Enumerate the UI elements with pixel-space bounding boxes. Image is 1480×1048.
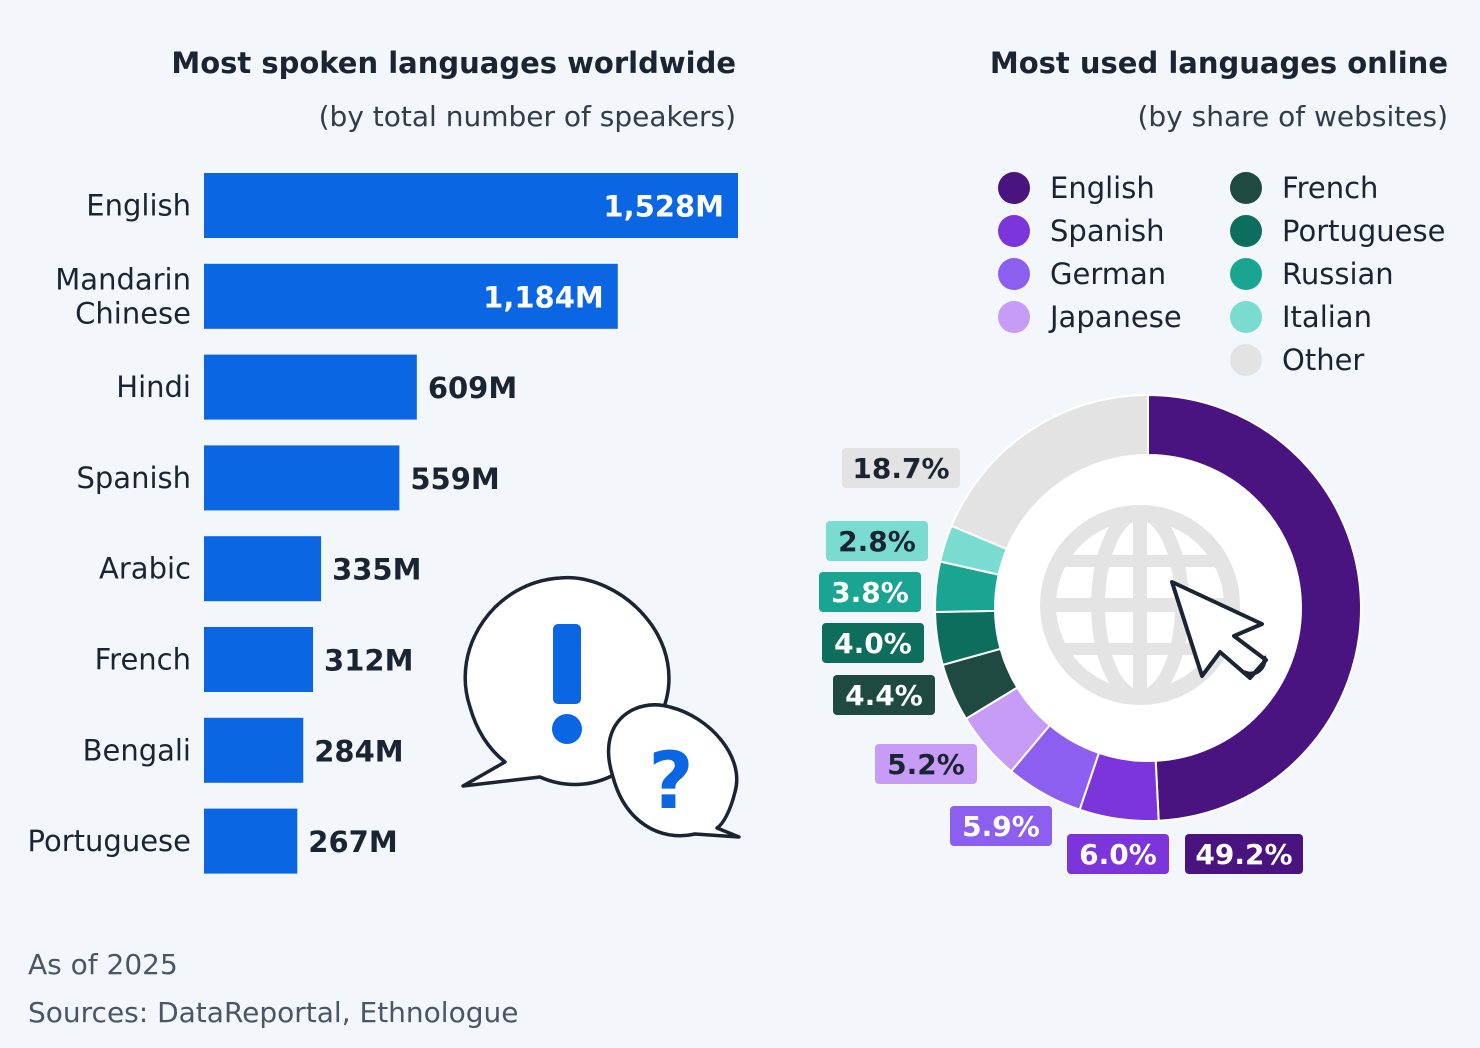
bar-arabic (204, 536, 322, 602)
bar-chart-title: Most spoken languages worldwide (171, 46, 736, 80)
value-label-japanese: 5.2% (887, 748, 965, 781)
legend-label-spanish: Spanish (1050, 213, 1165, 248)
category-label-spanish: Spanish (76, 461, 191, 495)
legend-item-japanese: Japanese (998, 299, 1230, 334)
legend-label-russian: Russian (1282, 256, 1394, 291)
legend-swatch-italian (1230, 300, 1262, 333)
value-box-spanish (1067, 834, 1169, 874)
value-box-german (950, 806, 1052, 846)
donut-chart-subtitle: (by share of websites) (1137, 100, 1448, 133)
value-label-arabic: 335M (332, 553, 421, 587)
speech-bubble-small (606, 703, 741, 839)
legend-label-japanese: Japanese (1050, 299, 1182, 334)
value-label-portuguese: 267M (308, 825, 397, 859)
value-box-french (833, 675, 935, 715)
legend-swatch-other (1230, 343, 1262, 376)
value-label-italian: 2.8% (838, 525, 916, 558)
exclamation-mark-icon (553, 624, 581, 704)
globe-with-cursor-icon (1040, 505, 1268, 705)
legend-label-italian: Italian (1282, 299, 1372, 334)
legend-item-other: Other (1230, 342, 1470, 377)
value-label-english: 49.2% (1195, 838, 1292, 871)
legend-swatch-japanese (998, 300, 1030, 333)
legend-item-portuguese: Portuguese (1230, 213, 1470, 248)
bar-chart: English 1,528M Mandarin Chinese 1,184M Hindi 6… (28, 173, 738, 874)
legend-label-portuguese: Portuguese (1282, 213, 1446, 248)
bar-french (204, 627, 314, 692)
legend-item-russian: Russian (1230, 256, 1470, 291)
donut-legend: English French Spanish Portuguese German… (998, 170, 1470, 377)
value-box-italian (826, 521, 928, 561)
legend-label-french: French (1282, 170, 1379, 205)
legend-item-english: English (998, 170, 1230, 205)
bar-mandarin-chinese (204, 263, 618, 329)
value-label-spanish: 6.0% (1079, 838, 1157, 871)
exclamation-question-speech-bubbles-icon: ? (461, 575, 741, 839)
value-box-other (842, 448, 960, 488)
legend-swatch-russian (1230, 257, 1262, 290)
legend-swatch-english (998, 171, 1030, 204)
category-label-arabic: Arabic (99, 552, 191, 586)
legend-item-french: French (1230, 170, 1470, 205)
value-label-hindi: 609M (428, 371, 517, 405)
legend-item-italian: Italian (1230, 299, 1470, 334)
footer-sources: Sources: DataReportal, Ethnologue (28, 996, 519, 1029)
bar-chart-subtitle: (by total number of speakers) (318, 100, 736, 133)
value-box-japanese (875, 744, 977, 784)
bar-english (204, 173, 738, 238)
category-label-portuguese: Portuguese (28, 824, 191, 858)
legend-swatch-french (1230, 171, 1262, 204)
donut-chart-title: Most used languages online (989, 46, 1448, 80)
legend-swatch-spanish (998, 214, 1030, 247)
legend-item-spanish: Spanish (998, 213, 1230, 248)
value-label-mandarin-chinese: 1,184M (483, 280, 604, 314)
value-box-english (1185, 834, 1303, 874)
question-mark-icon: ? (648, 737, 693, 827)
bar-bengali (204, 717, 304, 783)
value-label-french: 312M (324, 644, 413, 678)
value-box-russian (819, 572, 921, 612)
value-label-english: 1,528M (603, 190, 724, 224)
value-label-spanish: 559M (410, 462, 499, 496)
slice-other (950, 393, 1149, 551)
slice-english (1147, 393, 1362, 822)
bar-portuguese (204, 808, 298, 874)
bar-spanish (204, 445, 400, 511)
legend-item-german: German (998, 256, 1230, 291)
category-label-mandarin-chinese: Mandarin Chinese (55, 262, 191, 330)
category-label-english: English (86, 189, 191, 223)
legend-label-german: German (1050, 256, 1167, 291)
category-label-bengali: Bengali (83, 733, 191, 767)
legend-swatch-portuguese (1230, 214, 1262, 247)
value-box-portuguese (822, 623, 924, 663)
footer-date: As of 2025 (28, 948, 178, 981)
bar-hindi (204, 354, 417, 420)
legend-label-english: English (1050, 170, 1155, 205)
value-label-bengali: 284M (314, 734, 403, 768)
value-label-french: 4.4% (845, 679, 923, 712)
value-label-russian: 3.8% (831, 576, 909, 609)
value-label-german: 5.9% (962, 810, 1040, 843)
value-label-other: 18.7% (852, 452, 949, 485)
value-label-portuguese: 4.0% (834, 627, 912, 660)
legend-label-other: Other (1282, 342, 1365, 377)
category-label-french: French (95, 643, 191, 677)
legend-swatch-german (998, 257, 1030, 290)
category-label-hindi: Hindi (116, 370, 191, 404)
exclamation-dot (552, 714, 582, 744)
